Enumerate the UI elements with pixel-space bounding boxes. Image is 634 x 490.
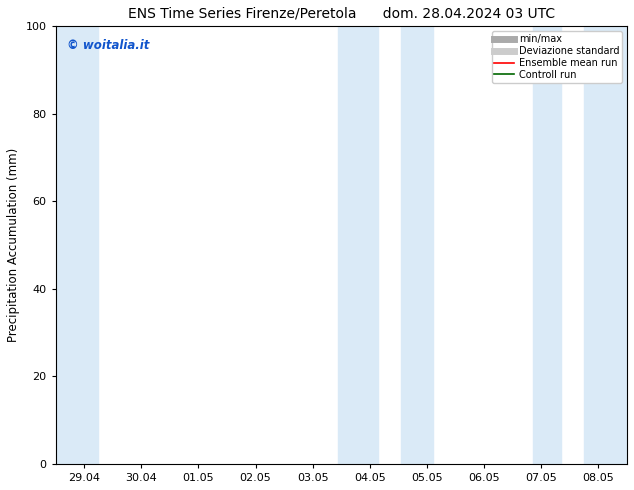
Bar	[584, 26, 627, 464]
Title: ENS Time Series Firenze/Peretola      dom. 28.04.2024 03 UTC: ENS Time Series Firenze/Peretola dom. 28…	[127, 7, 555, 21]
Legend: min/max, Deviazione standard, Ensemble mean run, Controll run: min/max, Deviazione standard, Ensemble m…	[491, 31, 622, 83]
Bar	[56, 26, 98, 464]
Text: © woitalia.it: © woitalia.it	[67, 39, 150, 52]
Y-axis label: Precipitation Accumulation (mm): Precipitation Accumulation (mm)	[7, 148, 20, 343]
Bar	[339, 26, 378, 464]
Bar	[533, 26, 561, 464]
Bar	[401, 26, 433, 464]
